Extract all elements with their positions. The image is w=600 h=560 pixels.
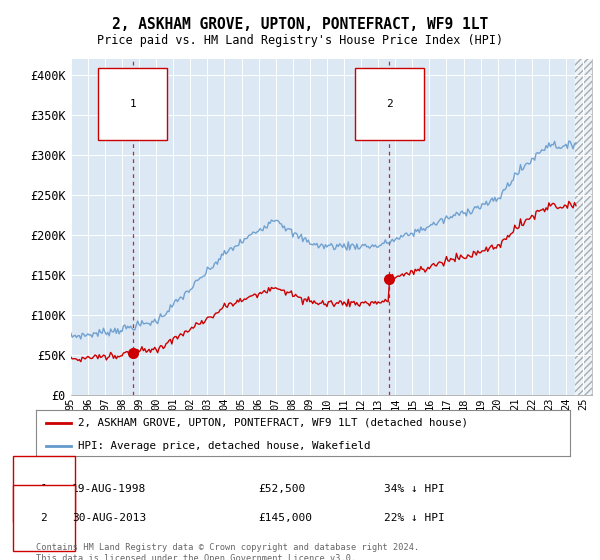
Text: £145,000: £145,000 [258,513,312,523]
Text: 2: 2 [40,513,47,523]
Text: HPI: Average price, detached house, Wakefield: HPI: Average price, detached house, Wake… [77,441,370,451]
Text: 1: 1 [40,484,47,494]
Text: 30-AUG-2013: 30-AUG-2013 [72,513,146,523]
Text: Price paid vs. HM Land Registry's House Price Index (HPI): Price paid vs. HM Land Registry's House … [97,34,503,46]
Text: 34% ↓ HPI: 34% ↓ HPI [384,484,445,494]
Bar [575,59,592,395]
Text: Contains HM Land Registry data © Crown copyright and database right 2024.
This d: Contains HM Land Registry data © Crown c… [36,543,419,560]
Text: 2, ASKHAM GROVE, UPTON, PONTEFRACT, WF9 1LT: 2, ASKHAM GROVE, UPTON, PONTEFRACT, WF9 … [112,17,488,32]
Text: 1: 1 [130,99,136,109]
Text: 2: 2 [386,99,393,109]
Text: 2, ASKHAM GROVE, UPTON, PONTEFRACT, WF9 1LT (detached house): 2, ASKHAM GROVE, UPTON, PONTEFRACT, WF9 … [77,418,467,428]
Text: 19-AUG-1998: 19-AUG-1998 [72,484,146,494]
Text: £52,500: £52,500 [258,484,305,494]
Text: 22% ↓ HPI: 22% ↓ HPI [384,513,445,523]
